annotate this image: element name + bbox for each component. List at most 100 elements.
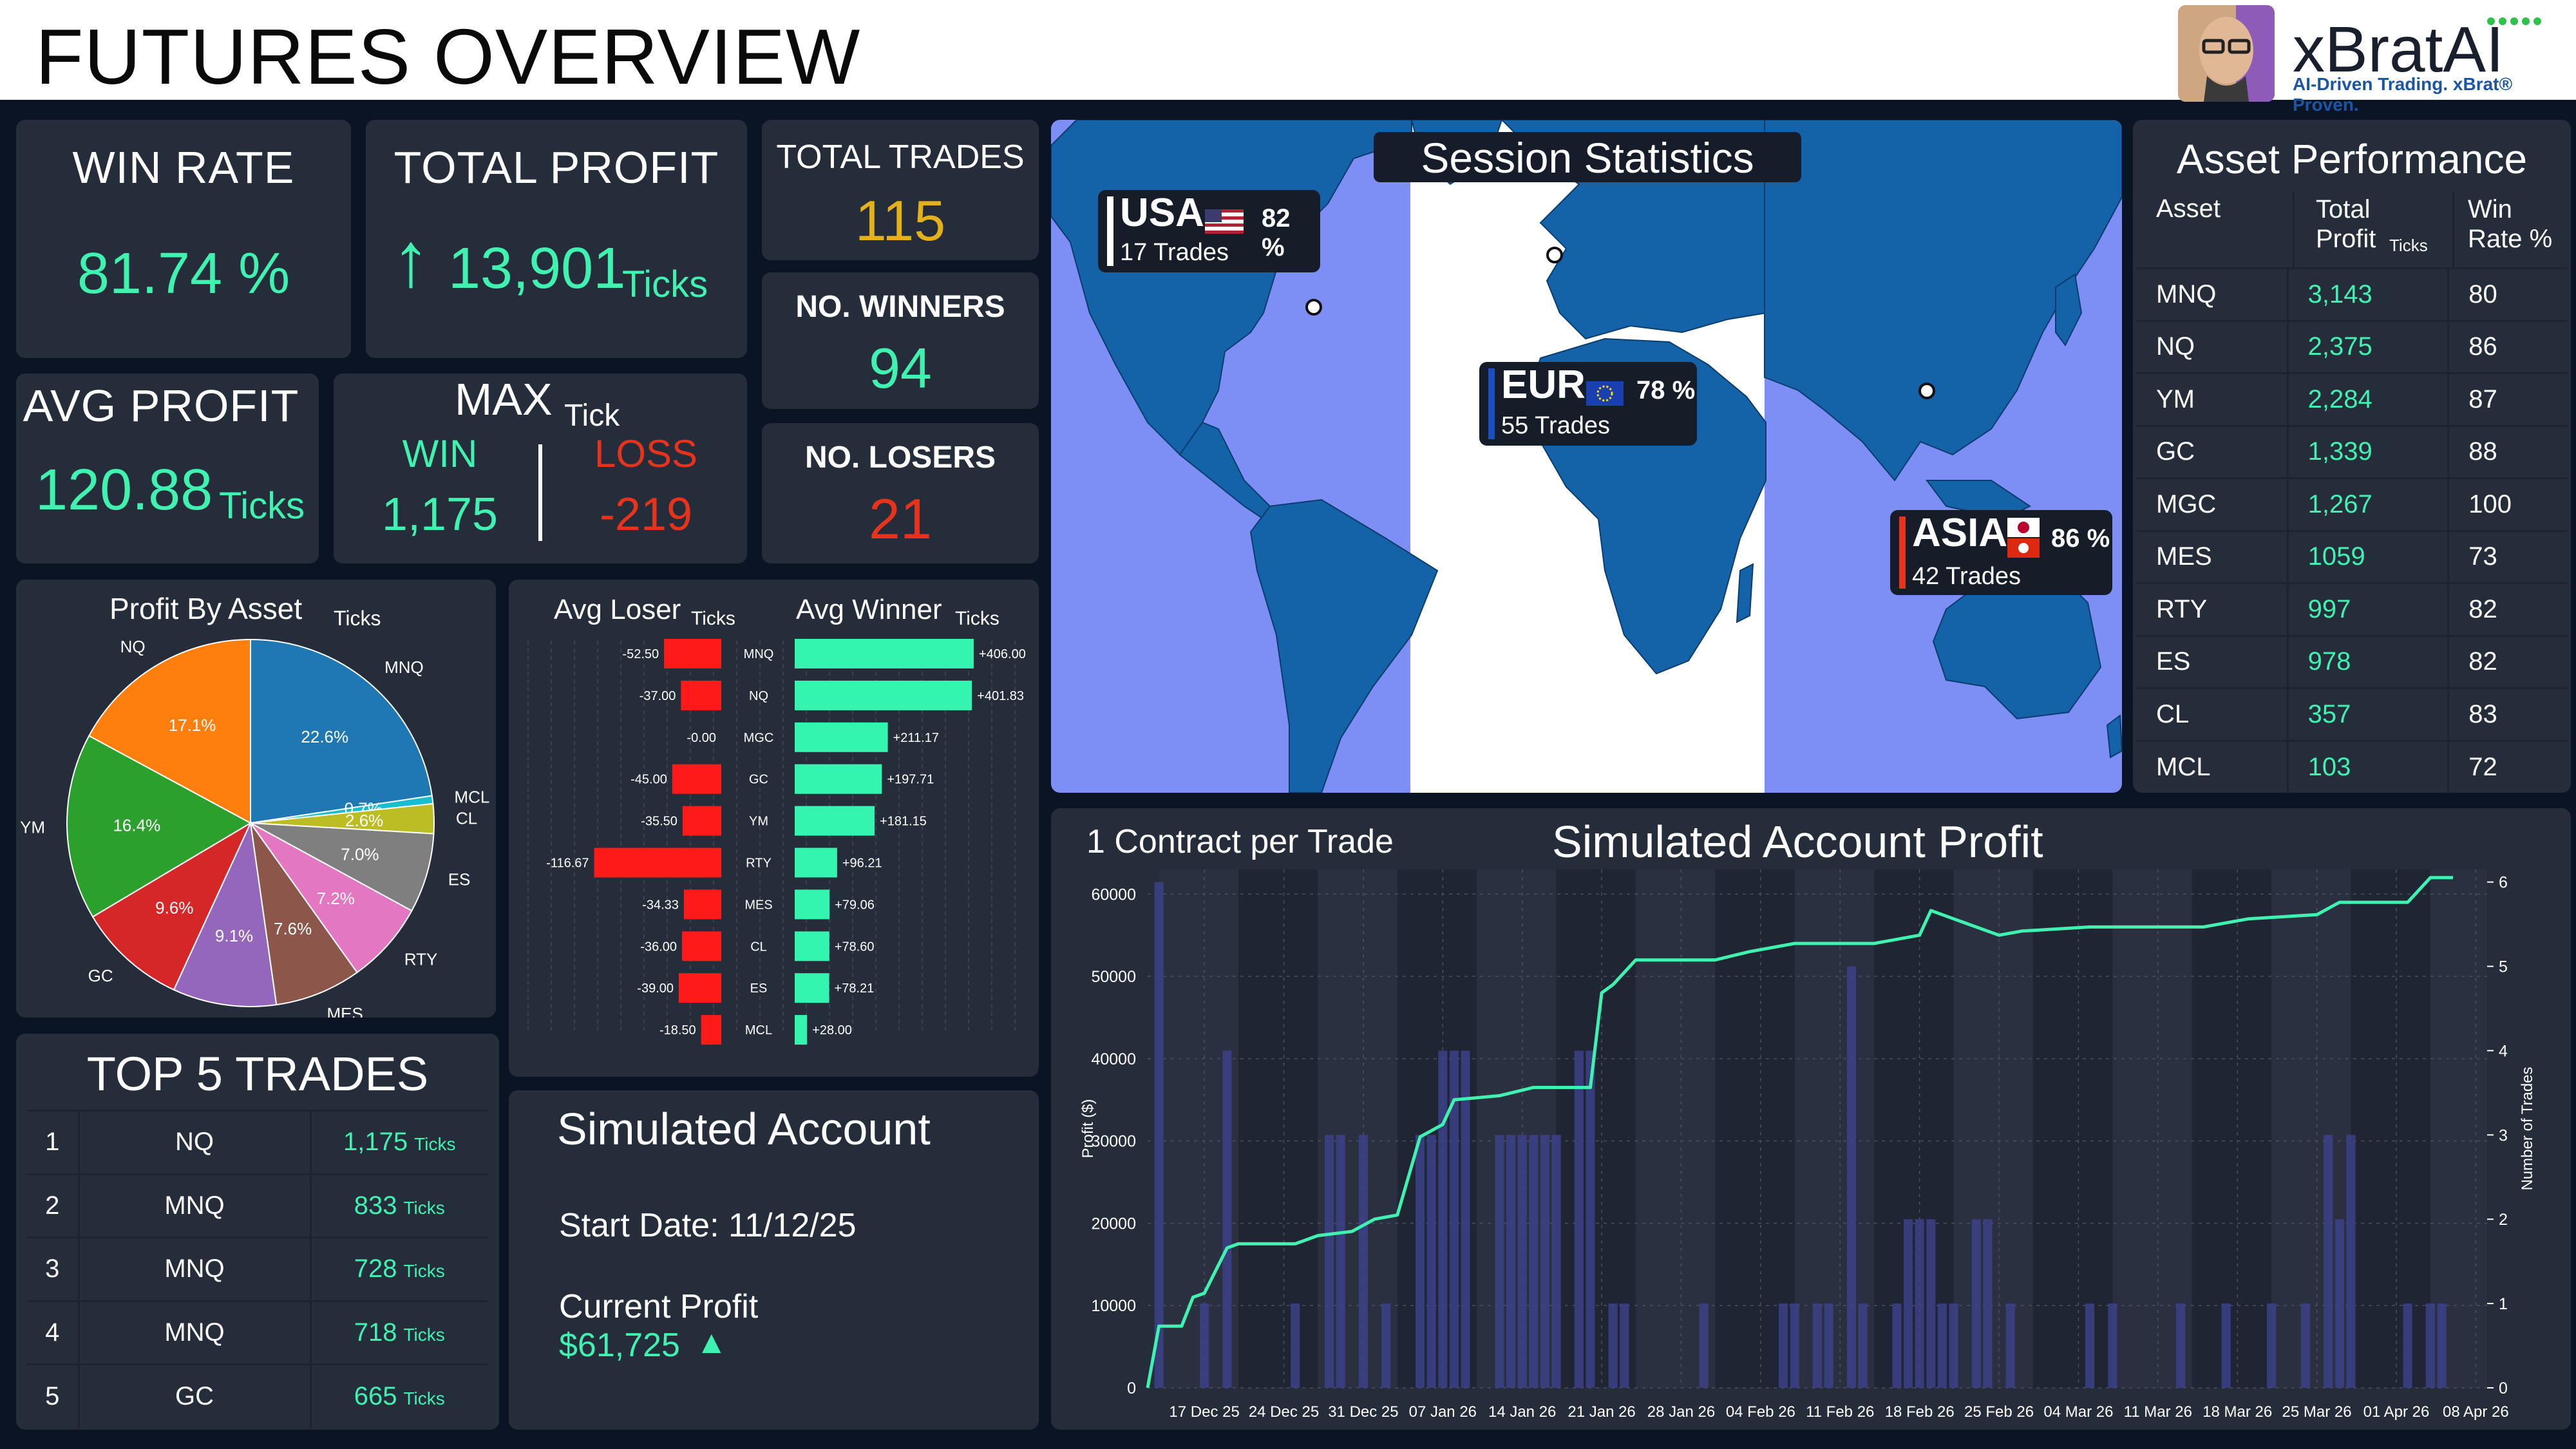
week-band — [2351, 869, 2430, 1388]
pie-percent-label: 7.0% — [341, 845, 379, 864]
simulated-account-title: Simulated Account — [557, 1104, 931, 1154]
asset-cell: MGC — [2137, 477, 2288, 531]
asset-cell: NQ — [2137, 319, 2288, 374]
x-tick-label: 18 Mar 26 — [2202, 1403, 2272, 1421]
loser-value-label: -116.67 — [546, 857, 589, 871]
x-tick-label: 01 Apr 26 — [2363, 1403, 2430, 1421]
pie-category-label: ES — [448, 870, 471, 889]
x-tick-label: 08 Apr 26 — [2443, 1403, 2509, 1421]
trade-count-bar — [1586, 1050, 1595, 1388]
week-band — [2112, 869, 2192, 1388]
losers-label: NO. LOSERS — [804, 440, 996, 475]
trade-count-bar — [2300, 1303, 2311, 1388]
profit-cell: 103 — [2286, 739, 2450, 793]
winner-bar — [795, 1015, 808, 1045]
trade-count-bar — [1358, 1135, 1368, 1388]
trade-count-bar — [2324, 1135, 2333, 1388]
week-band — [1953, 869, 2033, 1388]
win-rate-card: WIN RATE 81.74 % — [16, 120, 351, 358]
y-tick-label: 20000 — [1091, 1215, 1136, 1233]
pie-category-label: MNQ — [384, 658, 424, 677]
top-trade-row: 1 NQ 1,175 Ticks — [27, 1110, 488, 1174]
asset-row: MES 1059 73 — [2137, 529, 2567, 583]
trade-count-bar — [1699, 1303, 1709, 1388]
pie-category-label: MGC — [202, 1017, 241, 1018]
max-loss-label: LOSS — [594, 432, 698, 475]
x-tick-label: 04 Feb 26 — [1726, 1403, 1795, 1421]
win-rate-cell: 87 — [2448, 372, 2567, 426]
trade-count-bar — [1222, 1050, 1232, 1388]
trade-count-bar — [1291, 1303, 1300, 1388]
asset-cell: GC — [2137, 424, 2288, 478]
pie-percent-label: 7.2% — [317, 889, 355, 908]
win-rate-cell: 80 — [2448, 267, 2567, 321]
win-rate-cell: 72 — [2448, 739, 2567, 793]
winners-label: NO. WINNERS — [795, 290, 1005, 324]
trade-rank: 1 — [27, 1110, 79, 1174]
trade-count-bar — [2176, 1303, 2186, 1388]
x-tick-label: 18 Feb 26 — [1885, 1403, 1955, 1421]
eur-rate: 78 % — [1636, 376, 1696, 404]
y2-tick-label: 1 — [2499, 1295, 2508, 1313]
trade-count-bar — [2403, 1303, 2412, 1388]
trade-count-bar — [1517, 1135, 1527, 1388]
winner-bar — [795, 931, 829, 961]
x-tick-label: 04 Mar 26 — [2043, 1403, 2113, 1421]
profit-header-unit: Ticks — [2389, 236, 2428, 255]
y2-tick-label: 2 — [2499, 1211, 2508, 1229]
total-profit-unit: Ticks — [622, 263, 708, 305]
pie-category-label: GC — [88, 966, 113, 985]
y-tick-label: 0 — [1127, 1379, 1136, 1397]
loser-value-label: -35.50 — [641, 815, 677, 829]
asset-row: GC 1,339 88 — [2137, 424, 2567, 478]
pie-slice — [173, 820, 278, 1007]
win-rate-value: 81.74 % — [77, 242, 290, 306]
trade-count-bar — [2334, 1219, 2344, 1388]
new-york-marker — [1305, 299, 1322, 316]
asset-label: NQ — [749, 689, 768, 703]
x-tick-label: 24 Dec 25 — [1249, 1403, 1319, 1421]
trade-count-bar — [1324, 1135, 1334, 1388]
asset-cell: YM — [2137, 372, 2288, 426]
us-flag-icon — [1205, 209, 1244, 234]
asset-row: MGC 1,267 100 — [2137, 477, 2567, 531]
profit-by-asset-card: Profit By Asset Ticks 22.6% MNQ 0.7% MCL 2.6… — [16, 580, 496, 1018]
top-trades-title: TOP 5 TRADES — [86, 1047, 429, 1101]
logo-tagline: AI-Driven Trading. xBrat® Proven. — [2293, 74, 2513, 115]
loser-value-label: -39.00 — [637, 981, 674, 996]
pie-percent-label: 2.6% — [345, 811, 383, 830]
winner-value-label: +96.21 — [842, 857, 882, 871]
top-trades-table: 1 NQ 1,175 Ticks 2 MNQ 833 Ticks 3 MNQ 728 Ticks 4 MN… — [27, 1110, 488, 1428]
asset-label: GC — [749, 773, 768, 787]
pie-category-label: RTY — [404, 950, 438, 969]
session-title-box: Session Statistics — [1374, 132, 1801, 182]
session-title: Session Statistics — [1421, 134, 1754, 182]
loser-value-label: -52.50 — [622, 647, 659, 661]
avg-winner-title: Avg Winner — [796, 594, 942, 625]
avg-profit-card: AVG PROFIT 120.88 Ticks — [16, 374, 319, 564]
trade-asset: GC — [77, 1363, 312, 1428]
week-band — [1556, 869, 1636, 1388]
eur-session-box: EUR 78 % 55 Trades — [1479, 362, 1697, 446]
avg-profit-value: 120.88 — [35, 458, 213, 522]
pie-category-label: MES — [327, 1004, 363, 1018]
trade-count-bar — [1336, 1135, 1345, 1388]
trade-count-bar — [1812, 1303, 1823, 1388]
loser-value-label: -37.00 — [639, 689, 676, 703]
max-divider — [538, 444, 542, 541]
profit-chart-title: Simulated Account Profit — [1552, 817, 2043, 867]
y-tick-label: 40000 — [1091, 1050, 1136, 1068]
x-tick-label: 07 Jan 26 — [1409, 1403, 1477, 1421]
week-band — [2192, 869, 2272, 1388]
x-tick-label: 17 Dec 25 — [1169, 1403, 1239, 1421]
winner-bar — [795, 639, 974, 668]
trade-count-bar — [2267, 1303, 2277, 1388]
trade-count-bar — [1971, 1219, 1981, 1388]
trade-count-bar — [1620, 1303, 1629, 1388]
win-rate-header: Win Rate % — [2468, 195, 2553, 253]
asset-cell: MES — [2137, 529, 2288, 583]
header-divider-1 — [2293, 192, 2295, 268]
asset-cell: MCL — [2137, 739, 2288, 793]
account-profit-card: 1 Contract per Trade Simulated Account P… — [1051, 808, 2571, 1430]
trade-count-bar — [1438, 1050, 1448, 1388]
